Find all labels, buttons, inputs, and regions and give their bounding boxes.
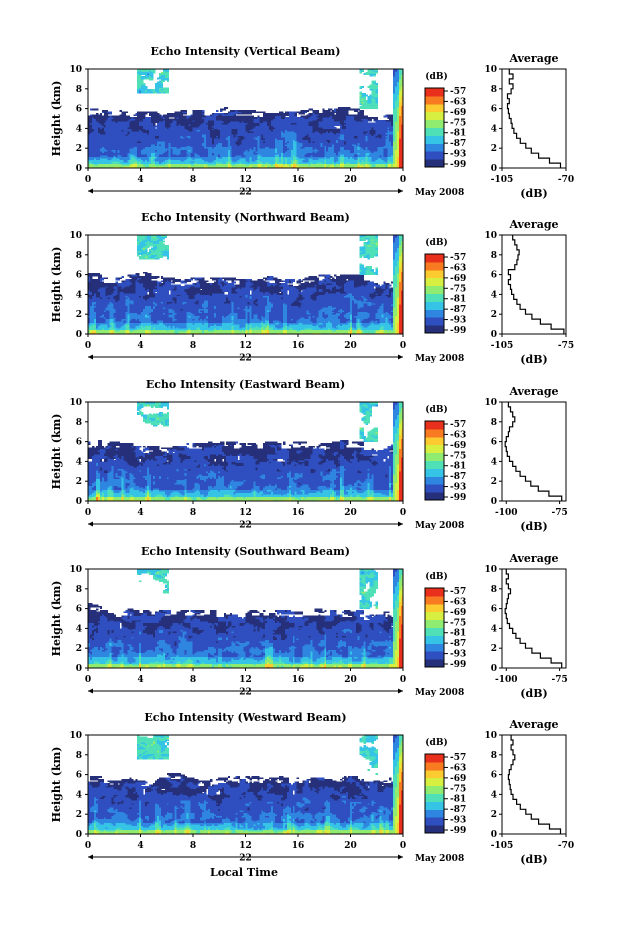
heatmap-cell [96, 109, 98, 111]
heatmap-cell [202, 110, 204, 112]
heatmap-cell [125, 111, 127, 113]
panel-title: Echo Intensity (Vertical Beam) [150, 45, 340, 58]
heatmap-cell [184, 110, 186, 112]
heatmap-cell [145, 86, 147, 88]
heatmap-cell [216, 110, 218, 112]
panel-1: Echo Intensity (Vertical Beam)0246810Hei… [50, 45, 574, 200]
heatmap-field [88, 69, 403, 168]
heatmap-cell [110, 111, 112, 113]
heatmap-cell [167, 87, 169, 89]
heatmap-cell [143, 83, 145, 85]
